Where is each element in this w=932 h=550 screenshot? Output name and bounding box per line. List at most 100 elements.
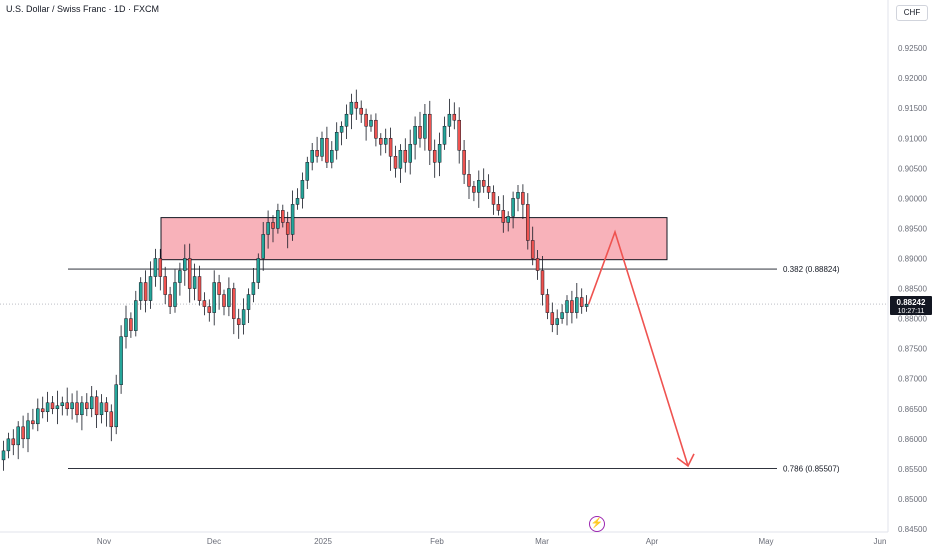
candle-body (45, 402, 50, 413)
candle-body (467, 174, 471, 187)
candle-body (437, 144, 442, 163)
projection-arrow (587, 229, 689, 467)
candle-body (271, 222, 275, 229)
candle-body (163, 276, 167, 295)
y-tick-label: 0.92000 (898, 74, 927, 83)
candle-body (119, 336, 123, 385)
candle-body (85, 402, 89, 410)
x-tick-label: Feb (430, 537, 444, 546)
candle-body (1, 450, 6, 461)
candle-body (545, 294, 550, 313)
lightning-icon[interactable]: ⚡ (589, 516, 605, 532)
candle-body (491, 192, 496, 205)
y-tick-label: 0.90500 (898, 164, 927, 173)
candle-body (305, 162, 310, 181)
y-tick-label: 0.84500 (898, 525, 927, 534)
price-label-box (890, 296, 932, 316)
x-tick-label: 2025 (314, 537, 332, 546)
candle-body (134, 300, 138, 331)
chart-title: U.S. Dollar / Swiss Franc · 1D · FXCM (6, 4, 160, 14)
currency-button[interactable]: CHF (896, 5, 928, 21)
candle-body (383, 138, 388, 145)
candle-body (192, 276, 197, 289)
candle-body (26, 420, 30, 440)
candle-body (114, 384, 118, 428)
candle-body (325, 138, 329, 163)
y-tick-label: 0.92500 (898, 44, 927, 53)
candle-body (232, 288, 236, 319)
candle-body (75, 402, 79, 416)
y-tick-label: 0.87500 (898, 345, 927, 354)
candle-body (413, 125, 417, 145)
candle-body (187, 258, 192, 289)
candle-body (315, 150, 319, 157)
candle-body (560, 312, 564, 319)
candle-body (197, 276, 202, 301)
candle-body (183, 258, 187, 271)
candle-body (158, 258, 163, 277)
candle-body (550, 312, 555, 325)
candle-body (60, 402, 65, 407)
y-tick-label: 0.85000 (898, 495, 927, 504)
candle-body (330, 150, 334, 163)
y-tick-label: 0.87000 (898, 375, 927, 384)
y-tick-label: 0.86000 (898, 435, 927, 444)
candle-body (80, 402, 84, 416)
candle-body (418, 125, 422, 139)
candle-body (276, 210, 280, 229)
candle-body (281, 210, 285, 223)
projection-arrowhead (676, 453, 695, 468)
candle-body (104, 402, 109, 413)
y-tick-label: 0.90000 (898, 194, 927, 203)
candle-body (11, 438, 16, 446)
candle-body (6, 438, 11, 452)
candle-body (334, 131, 339, 151)
candle-body (246, 294, 251, 310)
candle-body (388, 138, 393, 157)
y-tick-label: 0.88000 (898, 315, 927, 324)
candle-body (50, 402, 55, 410)
candle-body (540, 270, 545, 295)
candle-body (256, 258, 261, 283)
candle-body (31, 420, 35, 425)
candle-body (379, 138, 383, 145)
candle-body (535, 258, 540, 271)
x-tick-label: Dec (207, 537, 221, 546)
candle-body (266, 222, 270, 235)
candle-body (295, 198, 300, 205)
candle-body (349, 101, 354, 115)
fib-label: 0.786 (0.85507) (783, 464, 840, 473)
candle-body (364, 113, 368, 127)
candle-body (457, 119, 461, 151)
candle-body (70, 402, 74, 410)
candle-body (442, 125, 447, 145)
candle-body (584, 303, 589, 307)
candle-body (320, 138, 324, 157)
x-tick-label: Apr (646, 537, 659, 546)
candle-body (55, 405, 60, 410)
candle-body (516, 192, 520, 199)
candle-body (344, 113, 349, 127)
resistance-zone (160, 217, 668, 261)
x-tick-label: Mar (535, 537, 549, 546)
candle-body (227, 288, 231, 307)
y-tick-label: 0.86500 (898, 405, 927, 414)
candle-body (481, 180, 486, 187)
candle-body (374, 119, 378, 139)
candle-body (432, 150, 437, 163)
candle-body (496, 204, 501, 211)
price-label-countdown: 10:27:11 (898, 308, 925, 315)
y-tick-label: 0.85500 (898, 465, 927, 474)
candle-body (555, 318, 559, 325)
candle-body (251, 282, 256, 295)
candle-body (339, 125, 344, 133)
candle-body (285, 222, 290, 235)
candle-body (359, 107, 363, 115)
candle-body (202, 300, 207, 307)
candle-body (423, 113, 427, 139)
candle-body (207, 306, 212, 313)
fib-label: 0.382 (0.88824) (783, 265, 840, 274)
candle-body (236, 318, 241, 325)
candle-body (65, 402, 69, 410)
